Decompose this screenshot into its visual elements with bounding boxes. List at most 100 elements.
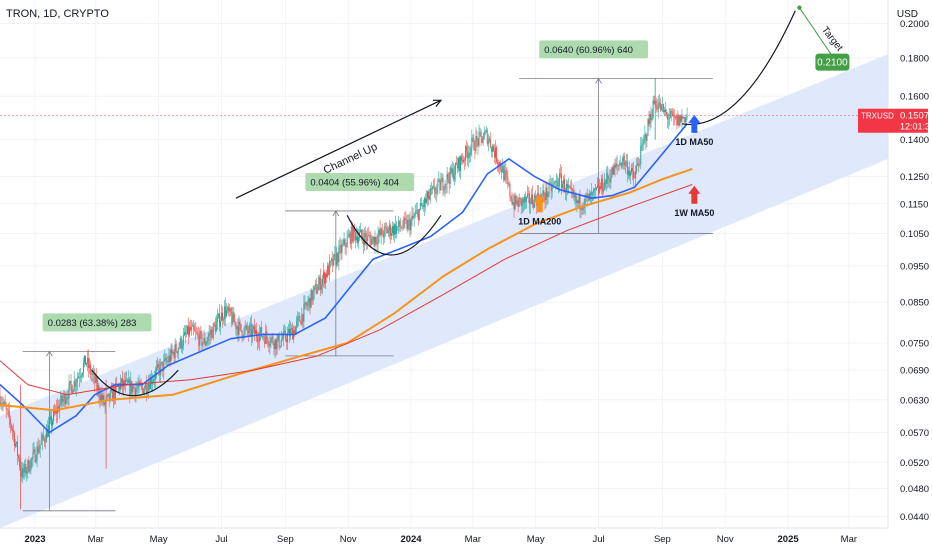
candle-body <box>204 338 206 346</box>
candle-body <box>482 139 484 143</box>
channel-label: Channel Up <box>322 141 380 177</box>
candle-body <box>82 363 84 373</box>
candle-body <box>272 336 274 344</box>
candle-body <box>644 134 646 138</box>
candle-body <box>521 198 523 206</box>
candle-body <box>469 153 471 155</box>
candle-body <box>461 156 463 161</box>
candle-body <box>355 236 357 241</box>
candle-body <box>450 167 452 174</box>
candle-body <box>375 237 377 243</box>
candle-body <box>213 323 215 325</box>
candle-body <box>260 327 262 334</box>
candle-body <box>484 131 486 134</box>
candle-body <box>622 155 624 162</box>
candle-body <box>211 329 213 338</box>
candle-body <box>515 195 517 204</box>
candle-body <box>48 419 50 426</box>
candle-body <box>305 302 307 306</box>
candle-body <box>365 232 367 237</box>
candle-body <box>600 186 602 189</box>
candle-body <box>246 325 248 331</box>
candle-body <box>192 325 194 327</box>
candle-body <box>428 191 430 200</box>
candle-body <box>233 312 235 322</box>
candle-body <box>409 219 411 231</box>
candle-body <box>173 352 175 358</box>
x-tick-label: Jul <box>215 534 227 545</box>
candle-body <box>531 194 533 204</box>
candle-body <box>496 147 498 162</box>
x-tick-label: Sep <box>654 534 671 545</box>
x-tick-label: Mar <box>841 534 857 545</box>
currency-label: USD <box>896 9 918 20</box>
candle-body <box>573 193 575 198</box>
target-line <box>798 7 834 58</box>
candle-body <box>14 443 16 447</box>
candle-body <box>444 183 446 190</box>
candle-body <box>418 209 420 220</box>
candle-body <box>270 338 272 344</box>
candle-body <box>638 163 640 165</box>
candle-body <box>158 364 160 368</box>
candle-body <box>281 339 283 341</box>
candle-body <box>550 182 552 192</box>
candle-body <box>315 284 317 294</box>
candle-body <box>294 330 296 335</box>
candle-body <box>659 102 661 110</box>
x-tick-label: May <box>527 534 545 545</box>
candle-body <box>37 446 39 453</box>
candle-body <box>681 116 683 122</box>
candle-body <box>256 330 258 337</box>
x-tick-label: Sep <box>277 534 294 545</box>
candle-body <box>591 192 593 195</box>
candle-body <box>671 111 673 113</box>
candle-body <box>505 170 507 174</box>
price-badge-countdown: 12:01:32 <box>900 122 932 132</box>
candle-body <box>25 464 27 474</box>
candle-body <box>317 284 319 291</box>
candle-body <box>399 220 401 227</box>
candle-body <box>165 357 167 362</box>
candle-body <box>110 389 112 392</box>
candle-body <box>252 326 254 330</box>
candle-body <box>109 391 111 401</box>
candle-body <box>519 197 521 199</box>
y-tick-label: 0.0520 <box>900 458 929 469</box>
candle-body <box>514 195 516 210</box>
candle-body <box>324 272 325 284</box>
candle-body <box>616 163 618 166</box>
candle-body <box>279 345 281 348</box>
candle-body <box>632 168 634 171</box>
candle-body <box>501 168 503 173</box>
channel-trend-arrow <box>235 99 442 199</box>
candle-body <box>34 449 36 462</box>
candle-body <box>452 168 454 180</box>
measurement-2 <box>285 210 394 357</box>
candle-body <box>661 104 663 105</box>
candle-body <box>297 317 299 321</box>
candle-body <box>395 224 397 234</box>
candle-body <box>133 386 135 389</box>
candle-body <box>214 324 216 332</box>
candle-body <box>333 254 335 266</box>
candle-body <box>627 170 629 175</box>
candle-body <box>506 173 508 178</box>
candle-body <box>177 348 179 354</box>
candle-body <box>384 226 386 228</box>
candle-body <box>209 333 211 335</box>
candle-body <box>495 147 497 158</box>
candle-body <box>70 381 72 386</box>
candle-body <box>215 322 217 332</box>
candle-body <box>113 388 115 399</box>
candle-body <box>135 388 137 396</box>
y-tick-label: 0.1400 <box>900 135 929 146</box>
candle-body <box>530 203 532 204</box>
candle-body <box>435 193 437 194</box>
annotation-2: 1D MA200 <box>518 194 561 226</box>
candle-body <box>195 331 197 332</box>
candle-body <box>566 184 568 193</box>
candle-body <box>567 184 569 188</box>
annotation-3: 1W MA50 <box>674 185 714 218</box>
